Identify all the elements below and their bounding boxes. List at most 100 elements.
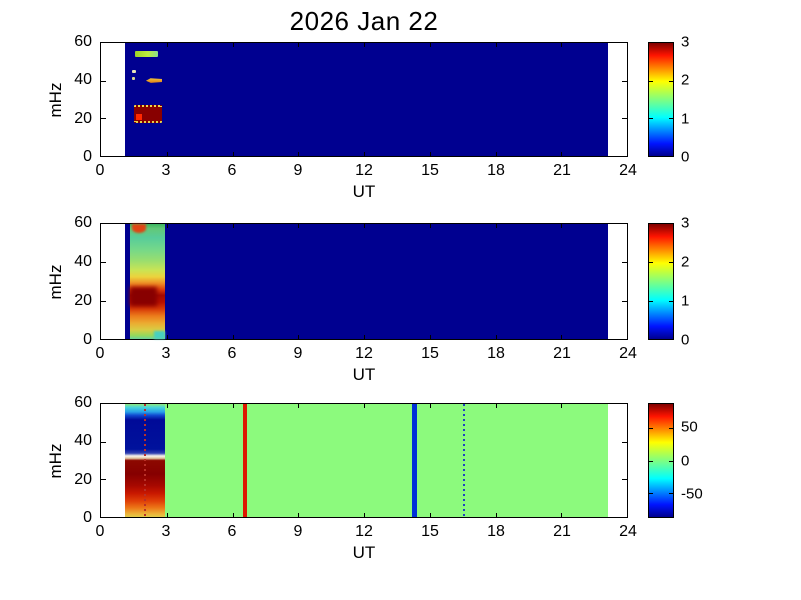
- colorbar-tick-mark: [649, 493, 653, 495]
- y-tick-label: 40: [74, 252, 92, 270]
- panel-middle-ylabel: mHz: [46, 264, 65, 299]
- panel-middle-xlabel: UT: [352, 365, 376, 384]
- band-cyan-patch: [154, 331, 165, 339]
- x-tick-label: 24: [619, 523, 637, 540]
- axis-tick-mark: [101, 118, 106, 120]
- axis-tick-mark: [561, 152, 563, 156]
- panel-top-axes: [100, 42, 628, 157]
- x-tick-label: 24: [619, 345, 637, 362]
- x-tick-label: 0: [95, 523, 105, 540]
- axis-tick-mark: [495, 335, 497, 339]
- axis-tick-mark: [232, 43, 234, 47]
- axis-tick-mark: [495, 224, 497, 228]
- panel-middle-heatmap: [125, 224, 608, 339]
- x-tick-label: 12: [355, 345, 373, 362]
- axis-tick-mark: [298, 224, 300, 228]
- axis-tick-mark: [166, 335, 168, 339]
- x-tick-label: 6: [227, 523, 237, 540]
- axis-tick-mark: [101, 300, 106, 302]
- colorbar-tick-label: 0: [681, 452, 690, 469]
- y-tick-label: 20: [74, 470, 92, 488]
- axis-tick-mark: [298, 152, 300, 156]
- colorbar-tick-mark: [669, 118, 673, 120]
- panel-top-heatmap: [125, 43, 608, 156]
- colorbar-tick-label: 0: [681, 331, 690, 349]
- colorbar-tick-mark: [649, 460, 653, 462]
- x-tick-label: 15: [421, 345, 439, 362]
- event-line-solid: [243, 404, 248, 517]
- axis-tick-mark: [429, 404, 431, 408]
- y-tick-label: 20: [74, 291, 92, 309]
- colorbar-tick-label: 2: [681, 253, 690, 271]
- x-tick-label: 3: [161, 345, 171, 362]
- axis-tick-mark: [622, 262, 627, 264]
- panel-middle-axes: [100, 223, 628, 340]
- axis-tick-mark: [166, 43, 168, 47]
- event-line-solid: [412, 404, 418, 517]
- heatmap-feature: [131, 69, 137, 74]
- colorbar-tick-label: -50: [681, 485, 703, 503]
- axis-tick-mark: [298, 43, 300, 47]
- axis-tick-mark: [364, 513, 365, 517]
- panel-bottom-axes: [100, 403, 628, 518]
- x-tick-label: 21: [553, 345, 571, 362]
- panel-bottom-xlabel: UT: [352, 543, 376, 562]
- axis-tick-mark: [364, 335, 365, 339]
- band-dark-red-core: [130, 287, 157, 306]
- colorbar-tick-label: 2: [681, 71, 690, 89]
- axis-tick-mark: [298, 335, 300, 339]
- x-tick-label: 9: [293, 345, 303, 362]
- x-tick-label: 21: [553, 523, 571, 540]
- x-tick-label: 3: [161, 162, 171, 179]
- axis-tick-mark: [495, 43, 497, 47]
- axis-tick-mark: [166, 152, 168, 156]
- band-top-blob: [132, 224, 146, 233]
- axis-tick-mark: [561, 224, 563, 228]
- axis-tick-mark: [429, 335, 431, 339]
- colorbar-tick-mark: [649, 80, 653, 82]
- x-tick-label: 6: [227, 162, 237, 179]
- x-tick-label: 24: [619, 162, 637, 179]
- axis-tick-mark: [232, 335, 234, 339]
- heatmap-feature: [134, 50, 158, 58]
- axis-tick-mark: [561, 513, 563, 517]
- axis-tick-mark: [101, 479, 106, 481]
- axis-tick-mark: [495, 513, 497, 517]
- axis-tick-mark: [561, 43, 563, 47]
- colorbar-tick-label: 3: [681, 33, 690, 51]
- y-tick-label: 40: [74, 432, 92, 450]
- x-tick-label: 9: [293, 523, 303, 540]
- heatmap-feature: [145, 78, 163, 83]
- axis-tick-mark: [561, 404, 563, 408]
- colorbar-tick-mark: [669, 460, 673, 462]
- axis-tick-mark: [298, 404, 300, 408]
- heatmap-feature: [133, 105, 163, 124]
- axis-tick-mark: [166, 513, 168, 517]
- axis-tick-mark: [622, 118, 627, 120]
- axis-tick-mark: [364, 224, 365, 228]
- axis-tick-mark: [166, 224, 168, 228]
- colorbar-tick-label: 50: [681, 418, 698, 436]
- y-tick-label: 0: [83, 509, 92, 526]
- axis-tick-mark: [101, 80, 106, 82]
- axis-tick-mark: [622, 80, 627, 82]
- x-tick-label: 6: [227, 345, 237, 362]
- colorbar-tick-label: 1: [681, 292, 690, 310]
- x-tick-label: 15: [421, 523, 439, 540]
- x-tick-label: 15: [421, 162, 439, 179]
- panel-top-colorbar: [648, 42, 674, 157]
- y-tick-label: 60: [74, 214, 92, 231]
- axis-tick-mark: [232, 152, 234, 156]
- figure-title: 2026 Jan 22: [289, 6, 439, 36]
- panel-bottom: 60 40 20 0 0 3 6 9 12 15 18 21 24 mHz UT 50 0 -50: [46, 394, 703, 562]
- x-tick-label: 0: [95, 162, 105, 179]
- colorbar-tick-mark: [669, 262, 673, 264]
- axis-tick-mark: [429, 224, 431, 228]
- event-line-dotted: [462, 404, 465, 517]
- colorbar-tick-mark: [649, 427, 653, 429]
- x-tick-label: 0: [95, 345, 105, 362]
- x-tick-label: 21: [553, 162, 571, 179]
- axis-tick-mark: [429, 152, 431, 156]
